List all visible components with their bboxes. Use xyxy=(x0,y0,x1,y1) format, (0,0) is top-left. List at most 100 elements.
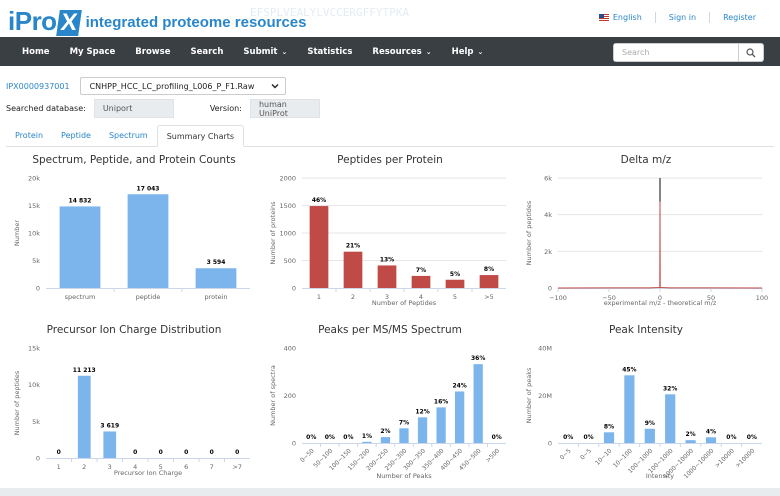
nav-item-label: My Space xyxy=(69,46,116,57)
tab-protein[interactable]: Protein xyxy=(15,131,44,140)
y-tick-label: 15k xyxy=(28,345,40,353)
raw-file-select[interactable]: CNHPP_HCC_LC_profiling_L006_P_F1.Raw xyxy=(79,77,286,95)
data-label: 46% xyxy=(312,197,326,204)
y-axis-label: Number of peptides xyxy=(13,370,21,435)
version-value-field: human UniProt xyxy=(249,99,320,118)
main-navbar: Home My Space Browse Search Submit ⌄ Statistic… xyxy=(0,37,780,66)
chevron-down-icon: ⌄ xyxy=(477,47,484,56)
chart-counts: Spectrum, Peptide, and Protein Counts 0 5k… xyxy=(6,148,262,318)
data-label: 0% xyxy=(492,434,502,441)
x-tick-label: 0~50 xyxy=(299,447,316,464)
bar xyxy=(59,206,101,288)
bar xyxy=(479,275,499,288)
data-label: 0% xyxy=(343,434,353,441)
data-label: 21% xyxy=(346,243,360,250)
nav-menu: Home My Space Browse Search Submit ⌄ Statistic… xyxy=(12,37,493,66)
x-tick-label: 0~5 xyxy=(559,447,573,461)
tab-spectrum[interactable]: Spectrum xyxy=(108,131,148,140)
data-label: 2% xyxy=(380,428,390,435)
result-tabs: Protein Peptide Spectrum Summary Charts xyxy=(6,125,774,147)
language-switch[interactable]: English xyxy=(598,13,642,22)
data-label: 2% xyxy=(686,431,696,438)
tab-peptide[interactable]: Peptide xyxy=(61,131,91,140)
nav-item-search[interactable]: Search xyxy=(190,47,223,57)
x-tick-label: −100 xyxy=(549,294,567,302)
bar xyxy=(103,431,117,458)
data-label: 0 xyxy=(159,449,163,456)
bar xyxy=(455,391,465,443)
x-tick-label: >10000 xyxy=(734,447,756,469)
y-tick-label: 0 xyxy=(36,455,40,463)
chart-title: Peak Intensity xyxy=(609,324,683,336)
data-label: 0% xyxy=(563,434,573,441)
search-button[interactable] xyxy=(738,44,763,61)
data-label: 3 619 xyxy=(100,422,119,429)
data-label: 17 043 xyxy=(137,185,160,192)
y-axis-label: Number xyxy=(13,220,21,246)
nav-item-statistics[interactable]: Statistics xyxy=(307,47,352,57)
tab-summary-charts[interactable]: Summary Charts xyxy=(156,125,245,147)
x-tick-label: 10~10 xyxy=(594,447,613,466)
chart-delta-mz: Delta m/z 0 2k 4k 6k Number of peptides −100 −5… xyxy=(518,148,774,318)
bar xyxy=(473,364,483,443)
chart-title: Spectrum, Peptide, and Protein Counts xyxy=(32,154,236,166)
y-tick-label: 4k xyxy=(544,211,552,219)
search-input[interactable] xyxy=(614,44,739,61)
x-tick-label: >5 xyxy=(484,293,494,301)
x-tick-label: >500 xyxy=(485,447,502,464)
x-tick-label: spectrum xyxy=(65,293,96,301)
data-label: 4% xyxy=(706,428,716,435)
nav-item-my-space[interactable]: My Space xyxy=(70,47,116,57)
nav-item-browse[interactable]: Browse xyxy=(135,47,170,57)
y-tick-label: 400 xyxy=(284,345,296,353)
chevron-down-icon xyxy=(271,84,279,89)
iprox-logo[interactable]: iPro X integrated proteome resources xyxy=(8,2,307,36)
x-tick-label: 0~5 xyxy=(579,447,593,461)
y-tick-label: 2000 xyxy=(279,175,296,183)
sign-in-link[interactable]: Sign in xyxy=(668,13,697,22)
data-label: 7% xyxy=(399,419,409,426)
chart-svg: 0 20M 40M Number of peaks 0% 0~5 0% 0~5 8% 10~10 4… xyxy=(525,345,762,480)
x-tick-label: 0 xyxy=(658,294,662,302)
chart-title: Precursor Ion Charge Distribution xyxy=(46,324,222,336)
summary-charts-panel: Spectrum, Peptide, and Protein Counts 0 5k… xyxy=(6,148,774,488)
nav-item-home[interactable]: Home xyxy=(22,47,50,57)
project-id-link[interactable]: IPX0000937001 xyxy=(6,81,70,91)
data-label: 16% xyxy=(434,398,448,405)
y-tick-label: 5k xyxy=(32,418,40,426)
chart-peaks: Peaks per MS/MS Spectrum 0 200 400 Number of… xyxy=(262,318,518,488)
nav-item-help[interactable]: Help ⌄ xyxy=(452,47,484,57)
x-tick-label: 2 xyxy=(82,463,86,471)
chart-svg: 0 2k 4k 6k Number of peptides −100 −50 0 50 100 ex… xyxy=(525,175,768,308)
bar xyxy=(685,440,696,443)
bar xyxy=(380,437,391,443)
x-tick-label: 50 xyxy=(707,294,715,302)
x-axis-label: Precursor Ion Charge xyxy=(114,469,182,477)
data-label: 7% xyxy=(416,267,426,274)
x-tick-label: −50 xyxy=(602,294,616,302)
data-label: 0 xyxy=(235,449,239,456)
nav-item-resources[interactable]: Resources ⌄ xyxy=(372,47,431,57)
chart-svg: 0 5k 10k 15k Number of peptides 0 1 11 213 2 3 61… xyxy=(13,345,250,477)
logo-subtitle: integrated proteome resources xyxy=(85,14,307,31)
y-tick-label: 2k xyxy=(544,248,552,256)
top-header: iPro X integrated proteome resources EFS… xyxy=(0,0,780,37)
y-axis-label: Number of peaks xyxy=(525,367,533,423)
chart-intensity: Peak Intensity 0 20M 40M Number of peaks 0% 0~… xyxy=(518,318,774,488)
top-links: English Sign in Register xyxy=(598,12,756,23)
y-tick-label: 200 xyxy=(284,392,296,400)
data-label: 0 xyxy=(57,449,61,456)
nav-item-submit[interactable]: Submit ⌄ xyxy=(243,47,287,57)
y-axis-label: Number of spectra xyxy=(269,365,277,426)
data-label: 1% xyxy=(362,433,372,440)
db-label: Searched database: xyxy=(6,104,86,113)
x-tick-label: 100 xyxy=(756,294,768,302)
chart-title: Peaks per MS/MS Spectrum xyxy=(318,324,462,336)
x-tick-label: >7 xyxy=(232,463,242,471)
link-divider xyxy=(709,12,711,23)
y-tick-label: 5k xyxy=(32,257,40,265)
y-axis-label: Number of proteins xyxy=(269,201,277,265)
register-link[interactable]: Register xyxy=(723,13,756,22)
bar xyxy=(445,279,465,288)
